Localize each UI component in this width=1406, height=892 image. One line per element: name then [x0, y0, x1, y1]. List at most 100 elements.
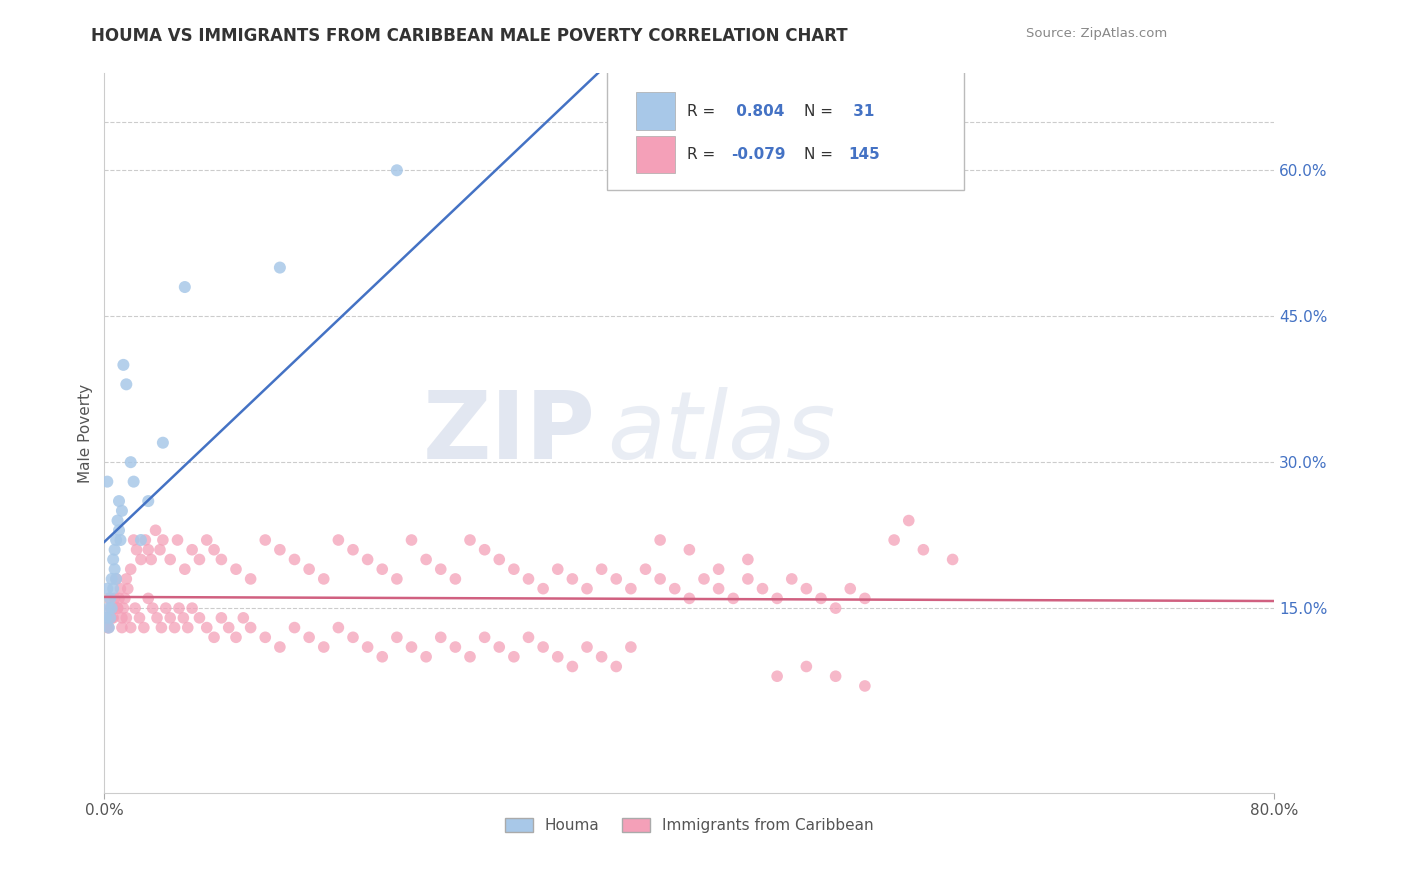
Point: [120, 562, 142, 576]
Point: [94, 611, 117, 625]
Point: [136, 542, 159, 557]
Point: [707, 582, 730, 596]
Point: [110, 582, 132, 596]
Point: [502, 562, 524, 576]
Point: [474, 542, 496, 557]
Point: [97, 591, 120, 606]
Point: [824, 669, 846, 683]
Point: [117, 582, 139, 596]
Point: [209, 611, 232, 625]
Point: [401, 533, 423, 547]
Point: [98, 601, 121, 615]
Point: [796, 659, 818, 673]
Point: [415, 649, 437, 664]
Point: [120, 621, 142, 635]
Point: [664, 582, 686, 596]
Point: [146, 611, 169, 625]
Text: 0.804: 0.804: [731, 103, 785, 119]
Point: [134, 533, 156, 547]
Point: [101, 552, 124, 566]
Point: [298, 630, 321, 644]
Point: [105, 572, 128, 586]
Point: [225, 630, 247, 644]
Point: [575, 640, 598, 654]
Point: [232, 611, 254, 625]
Point: [517, 630, 540, 644]
Point: [96, 621, 118, 635]
Text: 145: 145: [848, 147, 880, 161]
Point: [100, 601, 122, 615]
Point: [108, 494, 131, 508]
Point: [108, 523, 131, 537]
Point: [912, 542, 935, 557]
Point: [104, 562, 127, 576]
Point: [100, 611, 122, 625]
Point: [385, 630, 408, 644]
Point: [312, 640, 335, 654]
Point: [458, 533, 481, 547]
Text: 31: 31: [848, 103, 875, 119]
Point: [101, 611, 124, 625]
Point: [766, 669, 789, 683]
Point: [298, 562, 321, 576]
Point: [177, 621, 200, 635]
Point: [474, 630, 496, 644]
Point: [125, 542, 148, 557]
Point: [269, 640, 291, 654]
Point: [488, 552, 510, 566]
Point: [283, 552, 305, 566]
Point: [371, 649, 394, 664]
Point: [107, 514, 129, 528]
Point: [124, 601, 146, 615]
Point: [502, 649, 524, 664]
Point: [897, 514, 920, 528]
Point: [122, 533, 145, 547]
Point: [202, 542, 225, 557]
Point: [371, 562, 394, 576]
Point: [97, 621, 120, 635]
Point: [142, 601, 165, 615]
Point: [634, 562, 657, 576]
Text: ZIP: ZIP: [423, 387, 596, 479]
Point: [650, 572, 672, 586]
Point: [356, 640, 378, 654]
Point: [101, 601, 124, 615]
Point: [96, 475, 118, 489]
Point: [159, 611, 181, 625]
Point: [104, 542, 127, 557]
Point: [444, 572, 467, 586]
Point: [561, 659, 583, 673]
Point: [114, 591, 136, 606]
Point: [401, 640, 423, 654]
Point: [120, 455, 142, 469]
Point: [111, 621, 134, 635]
Y-axis label: Male Poverty: Male Poverty: [79, 384, 93, 483]
Point: [188, 611, 211, 625]
Point: [141, 552, 163, 566]
Point: [128, 611, 150, 625]
Point: [100, 572, 122, 586]
Legend: Houma, Immigrants from Caribbean: Houma, Immigrants from Caribbean: [499, 812, 880, 839]
Point: [195, 621, 218, 635]
Point: [167, 601, 190, 615]
Point: [254, 630, 277, 644]
Text: N =: N =: [804, 103, 838, 119]
Point: [488, 640, 510, 654]
Point: [188, 552, 211, 566]
Point: [132, 621, 155, 635]
Point: [780, 572, 803, 586]
Point: [429, 630, 451, 644]
Point: [239, 572, 262, 586]
Point: [107, 601, 129, 615]
Point: [136, 494, 159, 508]
Point: [159, 552, 181, 566]
Point: [547, 649, 569, 664]
Point: [620, 582, 643, 596]
Point: [810, 591, 832, 606]
Point: [328, 533, 350, 547]
Point: [181, 601, 204, 615]
Point: [575, 582, 598, 596]
Text: Source: ZipAtlas.com: Source: ZipAtlas.com: [1026, 27, 1167, 40]
Point: [98, 591, 121, 606]
FancyBboxPatch shape: [636, 136, 675, 173]
